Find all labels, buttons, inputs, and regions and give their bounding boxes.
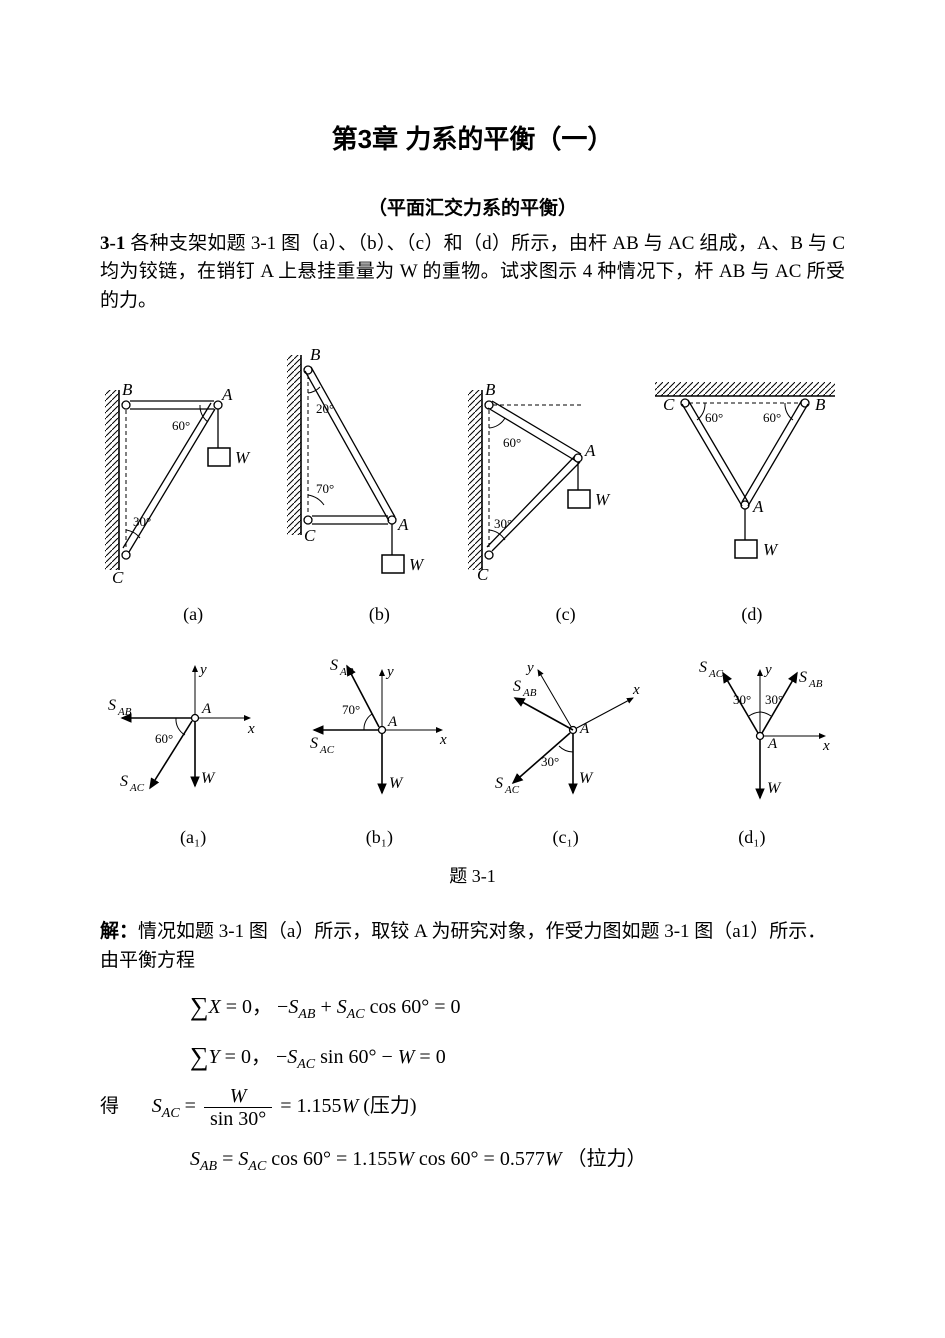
caption-row-1: (a) (b) (c) (d) [100,601,845,628]
svg-text:y: y [385,664,394,680]
figure-a1: y x A SAB SAC W 60° [100,658,270,818]
lbl-W-c: W [595,490,611,509]
svg-text:A: A [767,736,778,752]
cap-b: (b) [286,601,472,628]
svg-text:S: S [799,669,807,686]
figure-caption: 题 3-1 [100,863,845,890]
ax-x-a1: x [247,721,255,737]
cap-b1: (b₁) [286,824,472,851]
svg-text:30°: 30° [541,754,559,769]
solution-prefix: 解： [100,921,138,942]
svg-text:AB: AB [117,706,132,718]
svg-text:30°: 30° [765,692,783,707]
eq-sab: SAB = SAC cos 60° = 1.155W cos 60° = 0.5… [190,1144,845,1177]
svg-text:S: S [120,773,128,790]
lbl-B-d: B [815,395,826,414]
angle-30-a: 30° [133,514,151,529]
angle-70-b: 70° [316,481,334,496]
caption-row-2: (a₁) (b₁) (c₁) (d₁) [100,824,845,851]
lbl-A-a: A [221,385,233,404]
node-A-a1: A [201,701,212,717]
figure-d: C B A W 60° 60° [645,370,845,595]
angle-60l-d: 60° [705,410,723,425]
solution-block: 解：情况如题 3-1 图（a）所示，取铰 A 为研究对象，作受力图如题 3-1 … [100,918,845,975]
svg-text:W: W [389,775,404,792]
svg-text:S: S [310,735,318,752]
svg-text:y: y [525,660,534,676]
ang-a1: 60° [155,731,173,746]
svg-text:W: W [579,770,594,787]
figure-c: B A C W 60° 30° [463,370,633,595]
eq4-suffix: （拉力） [567,1148,647,1170]
lbl-W-a: W [235,448,251,467]
svg-text:AC: AC [129,782,145,794]
svg-text:W: W [767,780,782,797]
figure-b: B A C W 20° 70° [282,335,452,595]
page: 第3章 力系的平衡（一） （平面汇交力系的平衡） 3-1 各种支架如题 3-1 … [0,0,945,1338]
W-a1: W [201,770,216,787]
svg-text:AC: AC [319,744,335,756]
problem-number: 3-1 [100,233,125,254]
figure-a: B A C W 60° 30° [100,370,270,595]
svg-text:x: x [439,732,447,748]
svg-text:y: y [763,662,772,678]
section-subtitle: （平面汇交力系的平衡） [100,195,845,224]
eq-sumX: ∑X = 0， −SAB + SAC cos 60° = 0 [190,985,845,1025]
cap-d: (d) [659,601,845,628]
cap-d1: (d₁) [659,824,845,851]
lbl-W-b: W [409,555,425,574]
svg-text:S: S [699,659,707,676]
svg-text:x: x [822,738,830,754]
lbl-W-d: W [763,540,779,559]
svg-text:S: S [108,697,116,714]
lbl-A-d: A [752,497,764,516]
svg-text:A: A [579,721,590,737]
angle-60r-d: 60° [763,410,781,425]
cap-a: (a) [100,601,286,628]
svg-text:70°: 70° [342,702,360,717]
result-prefix: 得 [100,1096,119,1117]
result-line: 得 SAC = W sin 30° = 1.155W (压力) [100,1085,845,1130]
solution-intro: 情况如题 3-1 图（a）所示，取铰 A 为研究对象，作受力图如题 3-1 图（… [100,921,826,971]
lbl-A-c: A [584,441,596,460]
svg-text:AB: AB [808,678,823,690]
svg-text:30°: 30° [733,692,751,707]
figure-row-trusses: B A C W 60° 30° [100,335,845,595]
lbl-C-a: C [112,568,124,587]
svg-text:S: S [330,658,338,674]
lbl-C-c: C [477,565,489,584]
lbl-B-b: B [310,345,321,364]
svg-text:AC: AC [504,784,520,796]
lbl-B-c: B [485,380,496,399]
angle-60-a: 60° [172,418,190,433]
figure-row-fbd: y x A SAB SAC W 60° [100,658,845,818]
figure-d1: y x A SAC SAB W 30° 30° [675,658,845,818]
problem-text: 各种支架如题 3-1 图（a）、（b）、（c）和（d）所示，由杆 AB 与 AC… [100,233,845,311]
chapter-title: 第3章 力系的平衡（一） [100,120,845,159]
equations: ∑X = 0， −SAB + SAC cos 60° = 0 ∑Y = 0， −… [190,985,845,1075]
svg-text:AB: AB [522,687,537,699]
cap-c1: (c₁) [473,824,659,851]
svg-text:AC: AC [708,668,724,680]
svg-text:S: S [513,678,521,695]
angle-20-b: 20° [316,401,334,416]
figure-c1: y x A SAB SAC W 30° [483,658,653,818]
problem-statement: 3-1 各种支架如题 3-1 图（a）、（b）、（c）和（d）所示，由杆 AB … [100,230,845,316]
svg-text:S: S [495,775,503,792]
svg-text:AB: AB [339,666,354,678]
svg-text:A: A [387,714,398,730]
eq-sumY: ∑Y = 0， −SAC sin 60° − W = 0 [190,1035,845,1075]
ax-y-a1: y [198,662,207,678]
svg-text:x: x [632,682,640,698]
angle-30-c: 30° [494,516,512,531]
lbl-C-b: C [304,526,316,545]
lbl-C-d: C [663,395,675,414]
lbl-B-a: B [122,380,133,399]
cap-c: (c) [473,601,659,628]
cap-a1: (a₁) [100,824,286,851]
lbl-A-b: A [397,515,409,534]
angle-60-c: 60° [503,435,521,450]
figure-b1: y x A SAB SAC W 70° [292,658,462,818]
